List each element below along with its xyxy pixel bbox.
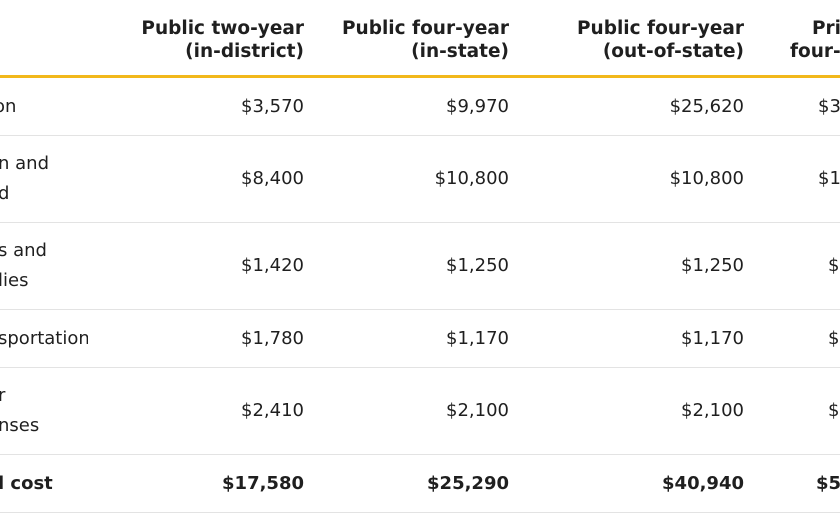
row-label-line: lies [0, 270, 29, 291]
table-cell: $2,100 [446, 400, 509, 421]
row-label: on [0, 78, 88, 135]
table-cell: $1,250 [681, 255, 744, 276]
table-cell-total: $40,940 [662, 472, 744, 494]
row-label-line: l cost [0, 472, 53, 494]
table-cell: $ [828, 327, 840, 349]
column-header-public-four-year-in-state: Public four-year (in-state) [342, 0, 509, 75]
row-label-line: r [0, 385, 6, 406]
column-header-line: Public two-year [141, 18, 304, 39]
row-label: r nses [0, 368, 88, 454]
column-header-line: Public four-year [341, 18, 509, 39]
table-row: on $3,570 $9,970 $25,620 $3 [0, 78, 840, 136]
table-header-row: Public two-year (in-district) Public fou… [0, 0, 840, 78]
column-header-line: (in-district) [185, 41, 304, 62]
row-label: s and lies [0, 223, 88, 309]
table-cell: $1,250 [446, 255, 509, 276]
table-row: r nses $2,410 $2,100 $2,100 $ [0, 368, 840, 455]
table-cell: $1,780 [241, 327, 304, 349]
table-cell: $9,970 [446, 95, 509, 117]
column-header-line: Public four-year [576, 18, 744, 39]
table-cell: $25,620 [669, 95, 744, 117]
table-total-row: l cost $17,580 $25,290 $40,940 $5 [0, 455, 840, 513]
table-cell: $1,420 [241, 255, 304, 276]
table-cell: $8,400 [241, 168, 304, 189]
table-cell-total: $17,580 [222, 472, 304, 494]
table-row: n and d $8,400 $10,800 $10,800 $1 [0, 136, 840, 223]
table-cell: $1,170 [681, 327, 744, 349]
table-cell: $1,170 [446, 327, 509, 349]
table-row: sportation $1,780 $1,170 $1,170 $ [0, 310, 840, 368]
row-label-line: n and [0, 153, 49, 174]
column-header-line: four- [790, 41, 840, 62]
table-cell: $ [828, 255, 840, 276]
table-cell: $3,570 [241, 95, 304, 117]
table-cell: $10,800 [434, 168, 509, 189]
column-header-public-two-year: Public two-year (in-district) [141, 0, 304, 75]
table-cell: $1 [818, 168, 840, 189]
table-cell-total: $5 [816, 472, 840, 494]
table-row: s and lies $1,420 $1,250 $1,250 $ [0, 223, 840, 310]
row-label-line: d [0, 183, 10, 204]
table-cell: $10,800 [669, 168, 744, 189]
table-cell: $3 [818, 95, 840, 117]
table-cell: $2,410 [241, 400, 304, 421]
column-header-line: (out-of-state) [602, 41, 744, 62]
column-header-line: Pri [812, 18, 840, 39]
column-header-public-four-year-out-of-state: Public four-year (out-of-state) [577, 0, 744, 75]
table-cell: $2,100 [681, 400, 744, 421]
row-label: l cost [0, 455, 88, 512]
column-header-line: (in-state) [411, 41, 509, 62]
table-cell-total: $25,290 [427, 472, 509, 494]
row-label: n and d [0, 136, 88, 222]
row-label: sportation [0, 310, 88, 367]
row-label-line: nses [0, 415, 40, 436]
row-label-line: s and [0, 240, 47, 261]
row-label-line: sportation [0, 327, 88, 349]
column-header-private-four-year: Pri four- [790, 0, 840, 75]
row-label-line: on [0, 95, 17, 117]
table-cell: $ [828, 400, 840, 421]
